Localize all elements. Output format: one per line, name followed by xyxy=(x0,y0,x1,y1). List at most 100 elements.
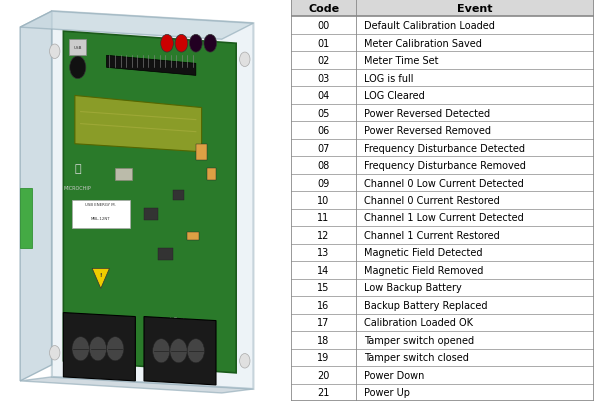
Text: 11: 11 xyxy=(317,213,329,223)
Text: USB ENERGY M.: USB ENERGY M. xyxy=(85,203,116,207)
Circle shape xyxy=(152,339,170,363)
Text: Power Down: Power Down xyxy=(364,370,424,380)
Bar xyxy=(291,192,594,209)
Text: 02: 02 xyxy=(317,56,330,66)
Text: 14: 14 xyxy=(317,265,329,275)
Bar xyxy=(291,157,594,174)
Circle shape xyxy=(239,354,250,368)
Circle shape xyxy=(89,337,107,361)
Text: Low Backup Battery: Low Backup Battery xyxy=(364,283,461,293)
Polygon shape xyxy=(20,12,52,381)
Bar xyxy=(187,233,199,241)
Bar xyxy=(291,296,594,314)
Polygon shape xyxy=(107,56,196,76)
Bar xyxy=(115,168,133,180)
Text: Event: Event xyxy=(457,4,493,14)
Text: Frequency Disturbance Removed: Frequency Disturbance Removed xyxy=(364,161,526,170)
Text: Calibration Loaded OK: Calibration Loaded OK xyxy=(364,318,473,328)
Text: 00: 00 xyxy=(317,21,329,31)
Circle shape xyxy=(187,339,205,363)
Text: 04: 04 xyxy=(317,91,329,101)
Text: Code: Code xyxy=(308,4,339,14)
Circle shape xyxy=(161,35,173,53)
Bar xyxy=(291,35,594,52)
Text: LOG Cleared: LOG Cleared xyxy=(364,91,424,101)
Text: 01: 01 xyxy=(317,38,329,49)
Text: 21: 21 xyxy=(317,387,330,397)
Text: !: ! xyxy=(100,272,102,277)
Text: USB: USB xyxy=(74,46,82,50)
Text: 07: 07 xyxy=(317,143,330,153)
Bar xyxy=(158,249,173,261)
Text: 05: 05 xyxy=(317,108,330,118)
Text: Single Phase
Energy Meter: Single Phase Energy Meter xyxy=(161,316,185,325)
Text: Tamper switch closed: Tamper switch closed xyxy=(364,352,469,363)
Bar xyxy=(291,244,594,261)
Circle shape xyxy=(170,339,187,363)
Polygon shape xyxy=(20,12,253,40)
Bar xyxy=(208,168,216,180)
Polygon shape xyxy=(144,317,216,385)
Text: Channel 0 Low Current Detected: Channel 0 Low Current Detected xyxy=(364,178,523,188)
Text: Channel 1 Current Restored: Channel 1 Current Restored xyxy=(364,231,499,240)
Bar xyxy=(291,17,594,35)
Text: 06: 06 xyxy=(317,126,329,136)
Text: 12: 12 xyxy=(317,231,330,240)
Circle shape xyxy=(175,35,188,53)
Bar xyxy=(291,209,594,227)
Polygon shape xyxy=(92,269,109,289)
Text: Meter Time Set: Meter Time Set xyxy=(364,56,438,66)
Polygon shape xyxy=(75,96,202,152)
Text: Tamper switch opened: Tamper switch opened xyxy=(364,335,474,345)
Bar xyxy=(291,279,594,296)
Bar xyxy=(291,70,594,87)
Bar xyxy=(291,384,594,401)
Polygon shape xyxy=(64,32,236,373)
Circle shape xyxy=(50,346,60,360)
Text: 09: 09 xyxy=(317,178,329,188)
Polygon shape xyxy=(52,12,253,389)
Text: LOG is full: LOG is full xyxy=(364,73,413,83)
Text: Meter Calibration Saved: Meter Calibration Saved xyxy=(364,38,482,49)
Bar xyxy=(291,122,594,140)
Bar xyxy=(291,105,594,122)
Bar xyxy=(196,144,208,160)
Bar xyxy=(291,349,594,366)
Text: Ⓜ: Ⓜ xyxy=(74,164,81,173)
Text: Magnetic Field Detected: Magnetic Field Detected xyxy=(364,248,482,258)
Bar xyxy=(291,0,594,17)
Text: Power Reversed Detected: Power Reversed Detected xyxy=(364,108,490,118)
Text: 17: 17 xyxy=(317,318,330,328)
Text: Default Calibration Loaded: Default Calibration Loaded xyxy=(364,21,494,31)
Circle shape xyxy=(70,57,86,79)
Bar xyxy=(291,261,594,279)
Bar xyxy=(69,40,86,56)
Bar xyxy=(291,140,594,157)
Text: Power Reversed Removed: Power Reversed Removed xyxy=(364,126,491,136)
Text: MICROCHIP: MICROCHIP xyxy=(64,186,92,191)
Text: Magnetic Field Removed: Magnetic Field Removed xyxy=(364,265,483,275)
Text: 16: 16 xyxy=(317,300,329,310)
Text: Channel 0 Current Restored: Channel 0 Current Restored xyxy=(364,196,499,205)
Text: 19: 19 xyxy=(317,352,329,363)
Text: 15: 15 xyxy=(317,283,330,293)
Text: Backup Battery Replaced: Backup Battery Replaced xyxy=(364,300,487,310)
Circle shape xyxy=(72,337,89,361)
Text: Channel 1 Low Current Detected: Channel 1 Low Current Detected xyxy=(364,213,523,223)
Text: MBL-12NT: MBL-12NT xyxy=(91,217,110,221)
Bar xyxy=(291,331,594,349)
Circle shape xyxy=(204,35,217,53)
Text: 20: 20 xyxy=(317,370,330,380)
Polygon shape xyxy=(20,377,253,393)
Text: 03: 03 xyxy=(317,73,329,83)
Bar xyxy=(20,188,32,249)
Text: 18: 18 xyxy=(317,335,329,345)
Text: Power Up: Power Up xyxy=(364,387,410,397)
FancyBboxPatch shape xyxy=(72,200,130,229)
Bar xyxy=(291,52,594,70)
Bar xyxy=(291,227,594,244)
Text: 10: 10 xyxy=(317,196,329,205)
Circle shape xyxy=(107,337,124,361)
Bar xyxy=(291,174,594,192)
Text: 08: 08 xyxy=(317,161,329,170)
